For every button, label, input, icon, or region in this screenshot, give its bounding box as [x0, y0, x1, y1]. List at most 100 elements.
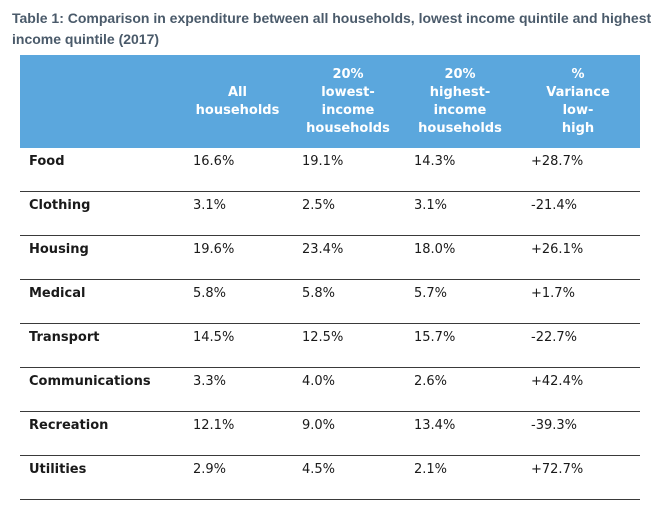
- all-households-cell: 16.6%: [183, 148, 292, 192]
- highest-income-cell: 13.4%: [404, 411, 516, 456]
- lowest-income-cell-text: 4.0%: [302, 374, 336, 389]
- all-households-cell-text: 12.1%: [193, 418, 235, 433]
- category-cell-text: Recreation: [29, 418, 109, 433]
- table-row: Clothing 3.1% 2.5% 3.1% -21.4%: [20, 191, 640, 236]
- all-households-cell-text: 19.6%: [193, 242, 235, 257]
- header-cell-highest-income: 20% highest-income households: [404, 55, 516, 148]
- caption-prefix: Table 1: [12, 10, 60, 26]
- category-cell-text: Food: [29, 154, 65, 169]
- variance-cell: +72.7%: [516, 455, 640, 500]
- lowest-income-cell-text: 5.8%: [302, 286, 336, 301]
- header-line: 20%: [332, 66, 364, 82]
- highest-income-cell-text: 3.1%: [414, 198, 448, 213]
- lowest-income-cell-text: 9.0%: [302, 418, 336, 433]
- table-body: Food 16.6% 19.1% 14.3% +28.7% Clothing 3.1% 2.5…: [20, 148, 640, 500]
- category-cell: Utilities: [20, 455, 183, 500]
- all-households-cell-text: 14.5%: [193, 330, 235, 345]
- variance-cell-text: +28.7%: [531, 154, 584, 169]
- table-row: Utilities 2.9% 4.5% 2.1% +72.7%: [20, 455, 640, 500]
- category-cell-text: Utilities: [29, 462, 87, 477]
- highest-income-cell-text: 15.7%: [414, 330, 456, 345]
- highest-income-cell-text: 5.7%: [414, 286, 448, 301]
- all-households-cell: 19.6%: [183, 235, 292, 280]
- highest-income-cell: 3.1%: [404, 191, 516, 236]
- variance-cell-text: -39.3%: [531, 418, 577, 433]
- lowest-income-cell-text: 12.5%: [302, 330, 344, 345]
- header-line: high: [561, 120, 595, 136]
- lowest-income-cell: 5.8%: [292, 279, 404, 324]
- variance-cell-text: +42.4%: [531, 374, 584, 389]
- highest-income-cell: 18.0%: [404, 235, 516, 280]
- highest-income-cell: 5.7%: [404, 279, 516, 324]
- table-row: Communications 3.3% 4.0% 2.6% +42.4%: [20, 367, 640, 412]
- header-cell-variance: % Variance low-high: [516, 55, 640, 148]
- all-households-cell: 5.8%: [183, 279, 292, 324]
- lowest-income-cell-text: 4.5%: [302, 462, 336, 477]
- header-cell-category: [20, 55, 183, 148]
- lowest-income-cell: 9.0%: [292, 411, 404, 456]
- category-cell: Medical: [20, 279, 183, 324]
- variance-cell-text: +26.1%: [531, 242, 584, 257]
- highest-income-cell: 2.6%: [404, 367, 516, 412]
- highest-income-cell: 14.3%: [404, 148, 516, 192]
- lowest-income-cell: 19.1%: [292, 148, 404, 192]
- highest-income-cell-text: 13.4%: [414, 418, 456, 433]
- table-row: Housing 19.6% 23.4% 18.0% +26.1%: [20, 235, 640, 280]
- header-line: Variance: [546, 84, 610, 100]
- header-line: %: [571, 66, 585, 82]
- table-row: Recreation 12.1% 9.0% 13.4% -39.3%: [20, 411, 640, 456]
- header-line: households: [418, 120, 502, 136]
- expenditure-table: All households 20% lowest-income households…: [20, 55, 640, 500]
- header-line: All: [228, 84, 247, 100]
- variance-cell: +1.7%: [516, 279, 640, 324]
- lowest-income-cell-text: 23.4%: [302, 242, 344, 257]
- highest-income-cell: 15.7%: [404, 323, 516, 368]
- lowest-income-cell: 2.5%: [292, 191, 404, 236]
- category-cell-text: Housing: [29, 242, 89, 257]
- variance-cell: -22.7%: [516, 323, 640, 368]
- header-cell-lowest-income: 20% lowest-income households: [292, 55, 404, 148]
- variance-cell: -21.4%: [516, 191, 640, 236]
- category-cell: Transport: [20, 323, 183, 368]
- lowest-income-cell: 4.5%: [292, 455, 404, 500]
- lowest-income-cell-text: 19.1%: [302, 154, 344, 169]
- all-households-cell-text: 3.1%: [193, 198, 227, 213]
- header-line: income: [321, 102, 375, 118]
- header-line: lowest-: [321, 84, 375, 100]
- header-line: households: [195, 102, 280, 118]
- category-cell: Housing: [20, 235, 183, 280]
- variance-cell-text: -21.4%: [531, 198, 577, 213]
- lowest-income-cell: 4.0%: [292, 367, 404, 412]
- header-line: 20%: [444, 66, 476, 82]
- table-row: Medical 5.8% 5.8% 5.7% +1.7%: [20, 279, 640, 324]
- header-line: highest-: [429, 84, 491, 100]
- all-households-cell-text: 16.6%: [193, 154, 235, 169]
- variance-cell-text: -22.7%: [531, 330, 577, 345]
- table-row: Transport 14.5% 12.5% 15.7% -22.7%: [20, 323, 640, 368]
- variance-cell: +26.1%: [516, 235, 640, 280]
- highest-income-cell: 2.1%: [404, 455, 516, 500]
- highest-income-cell-text: 14.3%: [414, 154, 456, 169]
- lowest-income-cell: 12.5%: [292, 323, 404, 368]
- lowest-income-cell-text: 2.5%: [302, 198, 336, 213]
- all-households-cell: 14.5%: [183, 323, 292, 368]
- header-line: low-: [562, 102, 594, 118]
- category-cell: Food: [20, 148, 183, 192]
- table-row: Food 16.6% 19.1% 14.3% +28.7%: [20, 148, 640, 192]
- highest-income-cell-text: 18.0%: [414, 242, 456, 257]
- variance-cell-text: +72.7%: [531, 462, 584, 477]
- table-caption: Table 1: Comparison in expenditure betwe…: [12, 8, 652, 50]
- highest-income-cell-text: 2.6%: [414, 374, 448, 389]
- all-households-cell: 3.1%: [183, 191, 292, 236]
- header-cell-all-households: All households: [183, 55, 292, 148]
- all-households-cell: 12.1%: [183, 411, 292, 456]
- all-households-cell-text: 5.8%: [193, 286, 227, 301]
- caption-text: : Comparison in expenditure between all …: [12, 10, 652, 47]
- variance-cell: +42.4%: [516, 367, 640, 412]
- header-row: All households 20% lowest-income households…: [20, 55, 640, 148]
- header-line: income: [433, 102, 487, 118]
- variance-cell: -39.3%: [516, 411, 640, 456]
- all-households-cell-text: 3.3%: [193, 374, 227, 389]
- category-cell: Communications: [20, 367, 183, 412]
- category-cell: Recreation: [20, 411, 183, 456]
